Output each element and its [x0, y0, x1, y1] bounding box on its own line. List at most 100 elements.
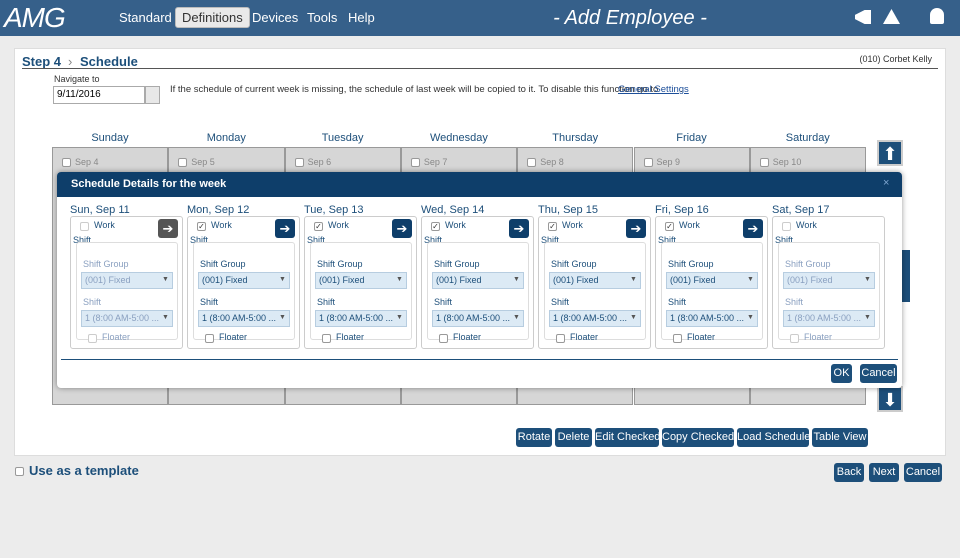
floater-label: Floater	[453, 332, 482, 342]
weekday-header: Tuesday	[321, 132, 364, 144]
checkbox[interactable]	[294, 158, 304, 167]
footer-button[interactable]: Cancel	[904, 463, 942, 482]
work-label: Work	[211, 220, 232, 230]
footer-button[interactable]: Back	[834, 463, 864, 482]
modal-button[interactable]: Cancel	[860, 364, 897, 383]
shift-fieldset: Shift Group (001) Fixed ▼ Shift 1 (8:00 AM-5…	[544, 242, 646, 340]
shift-group-select[interactable]: (001) Fixed	[783, 272, 875, 289]
checkbox[interactable]: ✓	[197, 222, 206, 231]
shift-select[interactable]: 1 (8:00 AM-5:00 ...	[549, 310, 641, 327]
select-caret: ▼	[162, 314, 169, 321]
toolbar-button[interactable]: Load Schedule	[737, 428, 810, 447]
shift-fieldset: Shift Group (001) Fixed ▼ Shift 1 (8:00 AM-5…	[427, 242, 529, 340]
toolbar-button[interactable]: Table View	[812, 428, 868, 447]
checkbox[interactable]	[527, 158, 537, 167]
checkbox[interactable]	[673, 334, 682, 343]
checkbox[interactable]: ✓	[431, 222, 440, 231]
floater-label: Floater	[102, 332, 131, 342]
shift-select[interactable]: 1 (8:00 AM-5:00 ...	[666, 310, 758, 327]
checkbox[interactable]	[62, 158, 71, 167]
day-heading: Mon, Sep 12	[187, 204, 250, 216]
footer-button[interactable]: Next	[869, 463, 899, 482]
checkbox[interactable]: ✓	[314, 222, 323, 231]
select-caret: ▼	[747, 314, 754, 321]
shift-select[interactable]: 1 (8:00 AM-5:00 ...	[198, 310, 290, 327]
shift-group-select[interactable]: (001) Fixed	[432, 272, 524, 289]
settings-link[interactable]: General Settings	[618, 84, 689, 95]
day-heading: Sat, Sep 17	[772, 204, 830, 216]
checkbox[interactable]	[782, 222, 791, 231]
shift-group-select[interactable]: (001) Fixed	[315, 272, 407, 289]
up-button[interactable]: ⬆	[877, 140, 903, 166]
checkbox[interactable]	[439, 334, 448, 343]
copy-arrow[interactable]: ➔	[743, 219, 763, 238]
day-heading: Wed, Sep 14	[421, 204, 485, 216]
menu-item[interactable]: Definitions	[175, 7, 250, 28]
checkbox[interactable]	[643, 158, 653, 167]
checkbox[interactable]	[759, 158, 769, 167]
menu-item[interactable]: Help	[348, 10, 375, 25]
shift-label: Shift	[541, 235, 560, 245]
checkbox[interactable]	[80, 222, 89, 231]
checkbox[interactable]	[15, 467, 24, 476]
day-card: ✓ Work Shift Shift Group (001) Fixed ▼ Shift 1 …	[655, 216, 768, 349]
toolbar-button[interactable]: Delete	[555, 428, 592, 447]
shift-label: Shift	[775, 235, 794, 245]
shift-select[interactable]: 1 (8:00 AM-5:00 ...	[315, 310, 407, 327]
modal-close[interactable]: ×	[883, 177, 890, 189]
notify-icon[interactable]	[855, 10, 871, 24]
day-card: Work Shift Shift Group (001) Fixed ▼ Shift 1 (…	[772, 216, 885, 349]
select-caret: ▼	[630, 276, 637, 283]
down-button[interactable]: ⬇	[877, 386, 903, 412]
checkbox[interactable]	[790, 334, 799, 343]
copy-arrow[interactable]: ➔	[509, 219, 529, 238]
checkbox[interactable]	[410, 158, 420, 167]
checkbox[interactable]: ✓	[665, 222, 674, 231]
user-icon[interactable]	[930, 8, 944, 24]
select-caret: ▼	[513, 314, 520, 321]
copy-arrow[interactable]: ➔	[275, 219, 295, 238]
checkbox[interactable]	[556, 334, 565, 343]
shift-field-label: Shift	[668, 297, 687, 307]
checkbox[interactable]	[322, 334, 331, 343]
day-card: ✓ Work Shift Shift Group (001) Fixed ▼ Shift 1 …	[538, 216, 651, 349]
shift-fieldset: Shift Group (001) Fixed ▼ Shift 1 (8:00 AM-5…	[310, 242, 412, 340]
logo: AMG	[4, 2, 66, 33]
work-label: Work	[94, 220, 115, 230]
shift-select[interactable]: 1 (8:00 AM-5:00 ...	[432, 310, 524, 327]
checkbox[interactable]	[88, 334, 97, 343]
menu-item[interactable]: Standard	[119, 10, 172, 25]
day-heading: Fri, Sep 16	[655, 204, 709, 216]
toolbar-button[interactable]: Edit Checked	[595, 428, 660, 447]
shift-select[interactable]: 1 (8:00 AM-5:00 ...	[783, 310, 875, 327]
modal-divider	[61, 359, 898, 360]
select-caret: ▼	[279, 276, 286, 283]
shift-fieldset: Shift Group (001) Fixed ▼ Shift 1 (8:00 AM-5…	[76, 242, 178, 340]
shift-field-label: Shift	[200, 297, 219, 307]
menu-item[interactable]: Devices	[252, 10, 299, 25]
shift-group-select[interactable]: (001) Fixed	[81, 272, 173, 289]
shift-fieldset: Shift Group (001) Fixed ▼ Shift 1 (8:00 AM-5…	[661, 242, 763, 340]
day-date: Sep 10	[772, 157, 802, 167]
modal-button[interactable]: OK	[831, 364, 852, 383]
copy-arrow[interactable]: ➔	[626, 219, 646, 238]
step-line	[22, 68, 938, 69]
day-card: ✓ Work Shift Shift Group (001) Fixed ▼ Shift 1 …	[421, 216, 534, 349]
shift-group-select[interactable]: (001) Fixed	[666, 272, 758, 289]
day-heading: Tue, Sep 13	[304, 204, 364, 216]
menu-item[interactable]: Tools	[307, 10, 338, 25]
calendar-button[interactable]	[145, 86, 160, 104]
toolbar-button[interactable]: Rotate	[516, 428, 552, 447]
copy-arrow[interactable]: ➔	[158, 219, 178, 238]
checkbox[interactable]: ✓	[548, 222, 557, 231]
toolbar-button[interactable]: Copy Checked	[662, 428, 734, 447]
day-heading: Sun, Sep 11	[70, 204, 130, 216]
shift-group-select[interactable]: (001) Fixed	[549, 272, 641, 289]
checkbox[interactable]	[205, 334, 214, 343]
checkbox[interactable]	[178, 158, 188, 167]
shift-fieldset: Shift Group (001) Fixed ▼ Shift 1 (8:00 AM-5…	[778, 242, 880, 340]
shift-group-select[interactable]: (001) Fixed	[198, 272, 290, 289]
date-input[interactable]: 9/11/2016	[53, 86, 145, 104]
shift-select[interactable]: 1 (8:00 AM-5:00 ...	[81, 310, 173, 327]
copy-arrow[interactable]: ➔	[392, 219, 412, 238]
